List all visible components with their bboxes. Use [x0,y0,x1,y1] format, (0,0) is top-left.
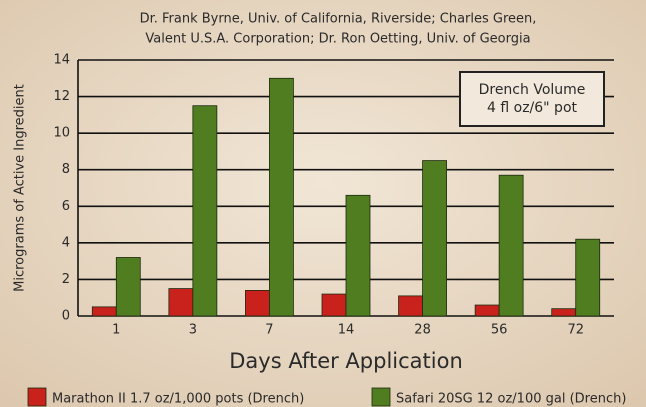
bar [398,295,423,317]
bar [192,105,218,317]
y-tick-label: 2 [62,272,70,287]
bar [91,306,117,317]
y-tick-label: 4 [62,235,70,250]
annotation-box [459,71,605,127]
legend-swatch [371,387,391,407]
bar [474,304,500,317]
x-tick-label: 56 [491,323,508,338]
chart-title: Dr. Frank Byrne, Univ. of California, Ri… [140,12,537,27]
y-tick-label: 12 [53,89,70,104]
bar [551,308,577,317]
annotation: 4 fl oz/6" pot [487,100,578,116]
y-tick-label: 6 [62,199,70,214]
annotation: Drench Volume [479,82,586,98]
bar [269,77,294,317]
bar [498,174,524,317]
y-tick-label: 8 [62,162,70,177]
bar [115,257,141,317]
bar [345,194,371,317]
x-tick-label: 7 [265,323,273,338]
legend-swatch [27,387,47,407]
bar [575,238,601,317]
x-tick-label: 14 [338,323,355,338]
bar [168,288,194,317]
x-tick-label: 1 [112,323,120,338]
y-tick-label: 0 [62,309,70,324]
bar [245,289,270,317]
legend-label: Marathon II 1.7 oz/1,000 pots (Drench) [52,392,304,407]
bar [422,160,447,317]
y-axis-label: Micrograms of Active Ingredient [13,84,28,292]
bar [321,293,347,317]
chart-title: Valent U.S.A. Corporation; Dr. Ron Oetti… [145,32,530,47]
x-tick-label: 3 [189,323,197,338]
y-tick-label: 10 [53,126,70,141]
x-tick-label: 28 [414,323,431,338]
legend-label: Safari 20SG 12 oz/100 gal (Drench) [396,392,626,407]
y-tick-label: 14 [53,53,70,68]
x-tick-label: 72 [567,323,584,338]
x-axis-label: Days After Application [229,349,463,373]
